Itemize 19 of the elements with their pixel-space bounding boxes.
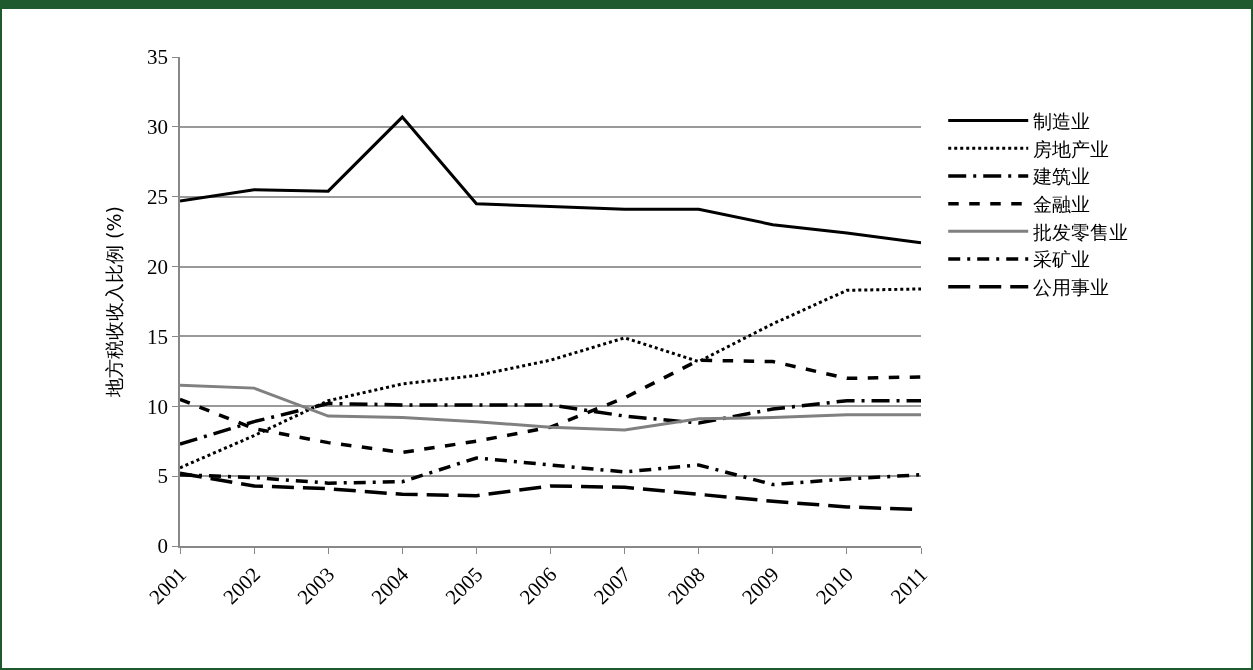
y-tick-label: 10 bbox=[147, 394, 169, 419]
line-series bbox=[180, 115, 921, 245]
legend-label: 批发零售业 bbox=[1033, 220, 1129, 243]
x-tick-label: 2011 bbox=[885, 562, 932, 609]
y-tick-label: 5 bbox=[157, 464, 169, 489]
legend-label: 制造业 bbox=[1033, 109, 1091, 132]
y-tick-label: 30 bbox=[147, 115, 169, 140]
line-series bbox=[180, 287, 921, 470]
y-tick-label: 35 bbox=[147, 45, 169, 70]
y-axis-title: 地方税收收入比例 (%) bbox=[103, 206, 126, 398]
legend-label: 公用事业 bbox=[1033, 276, 1110, 299]
legend-label: 建筑业 bbox=[1032, 165, 1091, 188]
y-tick-label: 0 bbox=[157, 534, 169, 559]
y-tick-label: 25 bbox=[147, 185, 169, 210]
legend-label: 金融业 bbox=[1033, 193, 1091, 216]
legend-label: 采矿业 bbox=[1033, 248, 1091, 271]
legend-label: 房地产业 bbox=[1033, 137, 1110, 160]
y-tick-label: 20 bbox=[147, 254, 169, 279]
y-tick-label: 15 bbox=[147, 324, 169, 349]
